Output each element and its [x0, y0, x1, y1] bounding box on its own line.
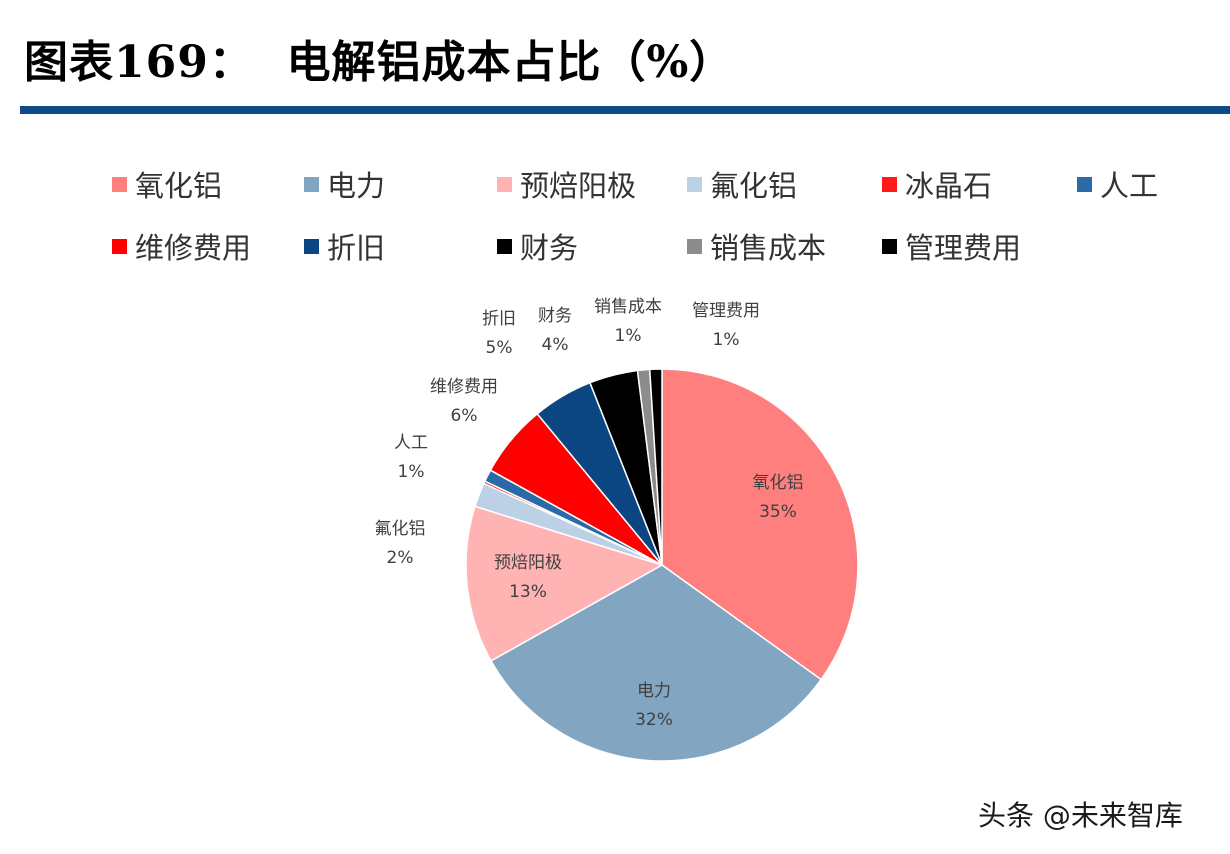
title-divider — [20, 106, 1230, 114]
legend-item: 电力 — [304, 164, 385, 204]
legend-swatch — [882, 238, 897, 254]
legend-swatch — [112, 238, 127, 254]
legend-swatch — [497, 176, 512, 192]
slice-name-label: 氟化铝 — [375, 519, 426, 539]
legend-swatch — [304, 176, 319, 192]
slice-name-label: 销售成本 — [594, 297, 662, 317]
slice-name-label: 管理费用 — [692, 301, 760, 321]
slice-name-label: 维修费用 — [430, 377, 498, 397]
slice-value-label: 5% — [486, 338, 513, 358]
slice-value-label: 13% — [509, 582, 547, 602]
slice-value-label: 1% — [713, 330, 740, 350]
legend-swatch — [304, 238, 319, 254]
legend-item: 预焙阳极 — [497, 164, 636, 204]
legend-item: 氧化铝 — [112, 164, 222, 204]
legend-item: 氟化铝 — [687, 164, 797, 204]
slice-value-label: 1% — [398, 462, 425, 482]
legend-item: 维修费用 — [112, 226, 251, 266]
legend-label: 销售成本 — [710, 231, 827, 265]
legend-label: 人工 — [1100, 169, 1159, 203]
legend-swatch — [882, 176, 897, 192]
page-title: 图表169： 电解铝成本占比（%） — [24, 37, 735, 88]
legend-swatch — [112, 176, 127, 192]
legend-label: 氧化铝 — [135, 169, 223, 203]
legend-label: 折旧 — [327, 231, 386, 265]
pie-slice — [490, 564, 823, 762]
slice-value-label: 4% — [542, 335, 569, 355]
slice-value-label: 2% — [387, 548, 414, 568]
legend-label: 氟化铝 — [710, 169, 798, 203]
legend-item: 销售成本 — [687, 226, 826, 266]
slice-name-label: 人工 — [394, 433, 428, 453]
slice-value-label: 6% — [451, 406, 478, 426]
slice-name-label: 预焙阳极 — [494, 553, 562, 573]
pie-slice — [661, 368, 859, 681]
slice-value-label: 1% — [615, 326, 642, 346]
legend-item: 人工 — [1077, 164, 1158, 204]
slice-name-label: 财务 — [538, 306, 572, 326]
legend-item: 管理费用 — [882, 226, 1021, 266]
legend-item: 折旧 — [304, 226, 385, 266]
slice-name-label: 氧化铝 — [753, 473, 804, 493]
legend-item: 冰晶石 — [882, 164, 992, 204]
chart-legend: 氧化铝 电力 预焙阳极 氟化铝 冰晶石 人工维修费用 折旧 财务 销售成本 管理费用 — [112, 160, 1222, 270]
slice-value-label: 35% — [759, 502, 797, 522]
pie-slice — [648, 368, 663, 566]
legend-swatch — [497, 238, 512, 254]
legend-label: 电力 — [327, 169, 386, 203]
legend-label: 管理费用 — [905, 231, 1022, 265]
slice-name-label: 电力 — [637, 681, 671, 701]
legend-swatch — [1077, 176, 1092, 192]
legend-swatch — [687, 238, 702, 254]
legend-item: 财务 — [497, 226, 578, 266]
legend-label: 冰晶石 — [905, 169, 993, 203]
slice-value-label: 32% — [635, 710, 673, 730]
legend-label: 维修费用 — [135, 231, 252, 265]
slice-name-label: 折旧 — [482, 309, 516, 329]
legend-label: 财务 — [520, 231, 579, 265]
legend-label: 预焙阳极 — [520, 169, 637, 203]
watermark: 头条 @未来智库 — [978, 799, 1183, 832]
legend-swatch — [687, 176, 702, 192]
pie-slice — [465, 505, 664, 662]
